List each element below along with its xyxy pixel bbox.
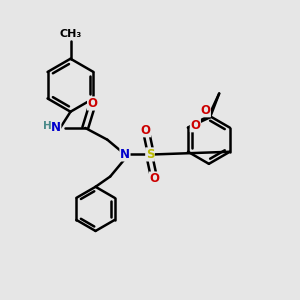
Text: O: O: [149, 172, 159, 185]
Text: S: S: [146, 148, 154, 161]
Text: O: O: [200, 104, 210, 117]
Text: O: O: [190, 119, 200, 132]
Text: N: N: [51, 122, 61, 134]
Text: H: H: [43, 122, 51, 131]
Text: O: O: [88, 97, 98, 110]
Text: CH₃: CH₃: [59, 29, 82, 39]
Text: O: O: [141, 124, 151, 137]
Text: N: N: [120, 148, 130, 161]
